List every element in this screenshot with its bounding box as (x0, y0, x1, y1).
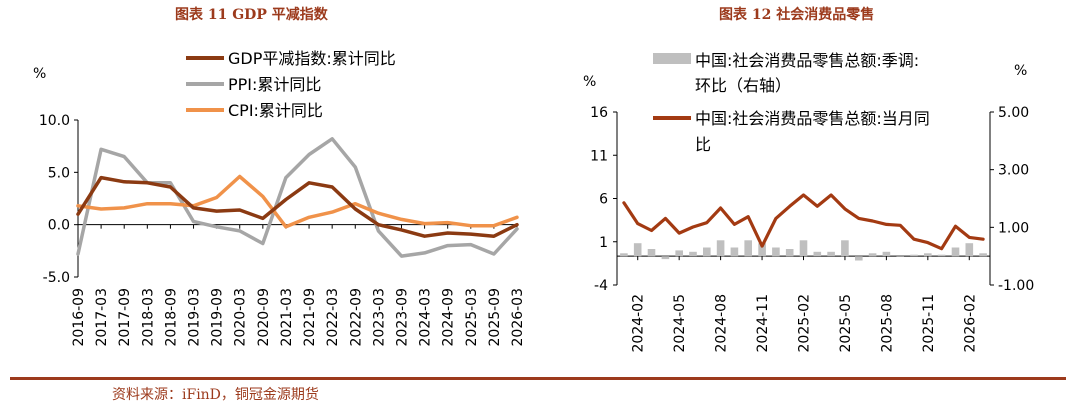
retail-mom-bar (868, 253, 877, 257)
right-x-tick-label: 2025-08 (879, 294, 895, 353)
left-y-tick-label: 0.0 (48, 218, 70, 234)
retail-mom-bar (661, 256, 670, 260)
right-x-tick-label: 2024-11 (755, 294, 771, 353)
right-x-tick-label: 2024-08 (714, 294, 730, 353)
left-x-tick-label: 2017-03 (94, 288, 110, 347)
retail-mom-bar (855, 256, 863, 261)
left-y-unit: % (33, 66, 46, 82)
retail-mom-bar (675, 250, 683, 257)
retail-mom-bar (633, 243, 642, 257)
right-left-unit: % (583, 74, 596, 90)
retail-mom-bar (716, 240, 725, 257)
right-x-tick-label: 2026-02 (962, 294, 978, 353)
left-x-tick-label: 2019-09 (210, 288, 226, 347)
retail-mom-bar (647, 249, 656, 257)
left-x-tick-label: 2026-03 (510, 288, 526, 347)
right-legend-line-label-line2: 比 (695, 135, 711, 154)
retail-mom-bar (965, 243, 974, 257)
left-x-tick-label: 2022-09 (348, 288, 364, 347)
right-x-tick-label: 2024-02 (631, 294, 647, 353)
left-x-tick-label: 2017-09 (117, 288, 133, 347)
right-chart-title: 图表 12 社会消费品零售 (719, 7, 875, 23)
left-legend-label: GDP平减指数:累计同比 (228, 49, 396, 68)
right-right-y-tick-label: -1.00 (998, 278, 1034, 294)
retail-mom-bar (703, 247, 711, 257)
right-legend-bar-label-line1: 中国:社会消费品零售总额:季调: (695, 51, 919, 70)
left-x-tick-label: 2024-09 (441, 288, 457, 347)
left-x-tick-label: 2025-03 (464, 288, 480, 347)
left-x-tick-label: 2020-09 (256, 288, 272, 347)
right-right-y-tick-label: 3.00 (998, 163, 1029, 179)
right-left-y-tick-label: 1 (599, 235, 608, 251)
right-legend-line-label-line1: 中国:社会消费品零售总额:当月同 (695, 109, 930, 128)
retail-mom-bar (758, 243, 766, 257)
right-legend-bar-swatch (653, 53, 691, 64)
retail-mom-bar (924, 253, 932, 257)
left-x-tick-label: 2022-03 (325, 288, 341, 347)
left-y-tick-label: 10.0 (39, 113, 70, 129)
right-x-tick-label: 2024-05 (672, 294, 688, 353)
retail-mom-bar (689, 251, 697, 257)
right-left-y-tick-label: 11 (590, 148, 608, 164)
left-legend-label: PPI:累计同比 (228, 75, 321, 94)
right-left-y-tick-label: -4 (594, 278, 608, 294)
left-x-tick-label: 2021-09 (302, 288, 318, 347)
retail-mom-bar (882, 251, 891, 257)
left-x-tick-label: 2023-09 (394, 288, 410, 347)
retail-mom-bar (979, 253, 987, 257)
right-x-tick-label: 2025-02 (797, 294, 813, 353)
left-x-tick-label: 2018-03 (140, 288, 156, 347)
left-chart-title: 图表 11 GDP 平减指数 (175, 7, 328, 23)
footer-rule (10, 377, 1066, 380)
right-x-tick-label: 2025-11 (921, 294, 937, 353)
retail-mom-bar (730, 247, 739, 257)
right-left-y-tick-label: 16 (590, 105, 608, 121)
retail-mom-bar (951, 247, 960, 257)
retail-mom-bar (772, 247, 780, 257)
cpi-line (76, 174, 519, 229)
right-right-y-tick-label: 1.00 (998, 220, 1029, 236)
retail-yoy-line (622, 193, 985, 251)
left-x-tick-label: 2021-03 (279, 288, 295, 347)
retail-mom-bar (841, 240, 849, 257)
retail-mom-bar (910, 254, 918, 257)
left-x-tick-label: 2025-09 (487, 288, 503, 347)
ppi-line (76, 137, 519, 258)
retail-mom-bar (896, 256, 904, 257)
retail-mom-bar (744, 240, 752, 257)
right-right-unit: % (1014, 63, 1027, 79)
right-x-tick-label: 2025-05 (838, 294, 854, 353)
left-x-tick-label: 2024-03 (418, 288, 434, 347)
retail-mom-bar (813, 251, 822, 257)
right-left-y-tick-label: 6 (599, 192, 608, 208)
left-y-tick-label: -5.0 (43, 270, 70, 286)
left-x-tick-label: 2023-03 (371, 288, 387, 347)
retail-mom-bar (827, 251, 835, 257)
left-x-tick-label: 2020-03 (233, 288, 249, 347)
retail-mom-bar (937, 254, 946, 257)
left-y-tick-label: 5.0 (48, 165, 70, 181)
left-x-tick-label: 2018-09 (163, 288, 179, 347)
retail-mom-bar (799, 240, 808, 257)
left-x-tick-label: 2019-03 (187, 288, 203, 347)
right-legend-bar-label-line2: 环比（右轴） (695, 76, 791, 95)
right-right-y-tick-label: 5.00 (998, 105, 1029, 121)
left-x-tick-label: 2016-09 (71, 288, 87, 347)
gdp-deflator-line (76, 175, 519, 238)
retail-mom-bar (785, 249, 794, 257)
source-note: 资料来源：iFinD，铜冠金源期货 (112, 387, 319, 403)
retail-mom-bar (620, 253, 628, 257)
left-legend-label: CPI:累计同比 (228, 101, 323, 120)
